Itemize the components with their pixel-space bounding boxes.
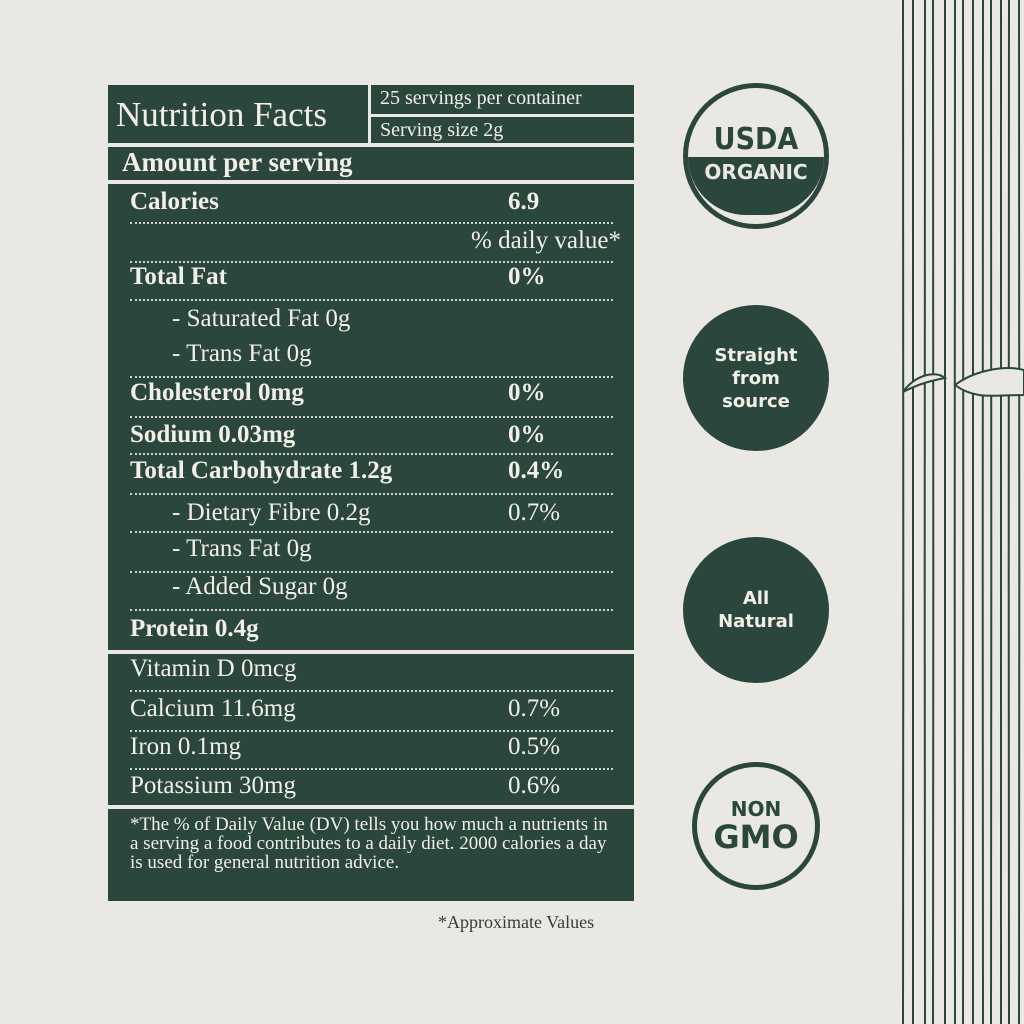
- non-text: NON: [730, 797, 782, 821]
- vitamin-dv: 0.6%: [508, 772, 561, 799]
- usda-text: USDA: [713, 122, 799, 157]
- bamboo-leaf: [902, 367, 1024, 397]
- bamboo-stalk: [1007, 0, 1011, 1024]
- nutrient-dv: 0%: [508, 421, 546, 448]
- divider: [108, 650, 634, 654]
- dotted-divider: [130, 299, 613, 301]
- all-natural-badge: All Natural: [683, 537, 829, 683]
- badge-text: Straight from source: [714, 344, 798, 412]
- calories-value: 6.9: [508, 188, 540, 215]
- nutrient-label: - Dietary Fibre 0.2g: [172, 499, 371, 526]
- organic-text: ORGANIC: [688, 157, 824, 215]
- nutrient-label: Protein 0.4g: [130, 615, 259, 642]
- divider: [108, 805, 634, 809]
- nutrient-dv: 0.4%: [508, 457, 565, 484]
- divider: [368, 85, 371, 145]
- dotted-divider: [130, 609, 613, 611]
- dotted-divider: [130, 416, 613, 418]
- nutrient-label: - Saturated Fat 0g: [172, 305, 351, 332]
- dotted-divider: [130, 376, 613, 378]
- nutrition-facts-panel: Nutrition Facts 25 servings per containe…: [108, 85, 634, 901]
- servings-per-container: 25 servings per container: [380, 87, 582, 109]
- vitamin-dv: 0.5%: [508, 733, 561, 760]
- divider: [108, 143, 634, 147]
- approximate-note: *Approximate Values: [438, 912, 595, 932]
- straight-from-source-badge: Straight from source: [683, 305, 829, 451]
- nutrient-label: - Trans Fat 0g: [172, 340, 312, 367]
- badge-text: All Natural: [718, 588, 794, 632]
- vitamin-label: Calcium 11.6mg: [130, 695, 296, 722]
- bamboo-stalk: [923, 0, 927, 1024]
- nutrient-dv: 0%: [508, 379, 546, 406]
- dotted-divider: [130, 571, 613, 573]
- nutrient-label: Total Fat: [130, 263, 227, 290]
- divider: [108, 180, 634, 184]
- nutrient-label: Total Carbohydrate 1.2g: [130, 457, 393, 484]
- nutrient-label: - Trans Fat 0g: [172, 535, 312, 562]
- vitamin-dv: 0.7%: [508, 695, 561, 722]
- nutrient-dv: 0%: [508, 263, 546, 290]
- serving-size: Serving size 2g: [380, 119, 504, 141]
- vitamin-label: Vitamin D 0mcg: [130, 655, 297, 682]
- nutrient-label: Sodium 0.03mg: [130, 421, 296, 448]
- usda-organic-badge: USDA ORGANIC: [683, 83, 829, 229]
- dotted-divider: [130, 261, 613, 263]
- dotted-divider: [130, 493, 613, 495]
- vitamin-label: Iron 0.1mg: [130, 733, 242, 760]
- bamboo-stalk: [931, 0, 935, 1024]
- dv-header-text: % daily value*: [471, 227, 621, 254]
- bamboo-stalk: [961, 0, 965, 1024]
- bamboo-illustration: [901, 0, 1024, 1024]
- amount-per-serving: Amount per serving: [122, 147, 353, 177]
- divider: [371, 114, 634, 117]
- dotted-divider: [130, 690, 613, 692]
- non-gmo-badge: NON GMO: [692, 762, 820, 890]
- footnote: *The % of Daily Value (DV) tells you how…: [130, 814, 608, 873]
- dotted-divider: [130, 222, 613, 224]
- bamboo-stalk: [981, 0, 985, 1024]
- bamboo-stalk: [901, 0, 905, 1024]
- bamboo-stalk: [989, 0, 993, 1024]
- nutrient-label: - Added Sugar 0g: [172, 573, 348, 600]
- nutrient-label: Cholesterol 0mg: [130, 379, 304, 406]
- dotted-divider: [130, 730, 613, 732]
- dotted-divider: [130, 453, 613, 455]
- nutrition-title: Nutrition Facts: [116, 95, 327, 134]
- bamboo-stalk: [1017, 0, 1021, 1024]
- dotted-divider: [130, 768, 613, 770]
- dotted-divider: [130, 531, 613, 533]
- vitamin-label: Potassium 30mg: [130, 772, 296, 799]
- calories-label: Calories: [130, 188, 219, 215]
- bamboo-stalk: [953, 0, 957, 1024]
- nutrient-dv: 0.7%: [508, 499, 561, 526]
- gmo-text: GMO: [713, 818, 799, 856]
